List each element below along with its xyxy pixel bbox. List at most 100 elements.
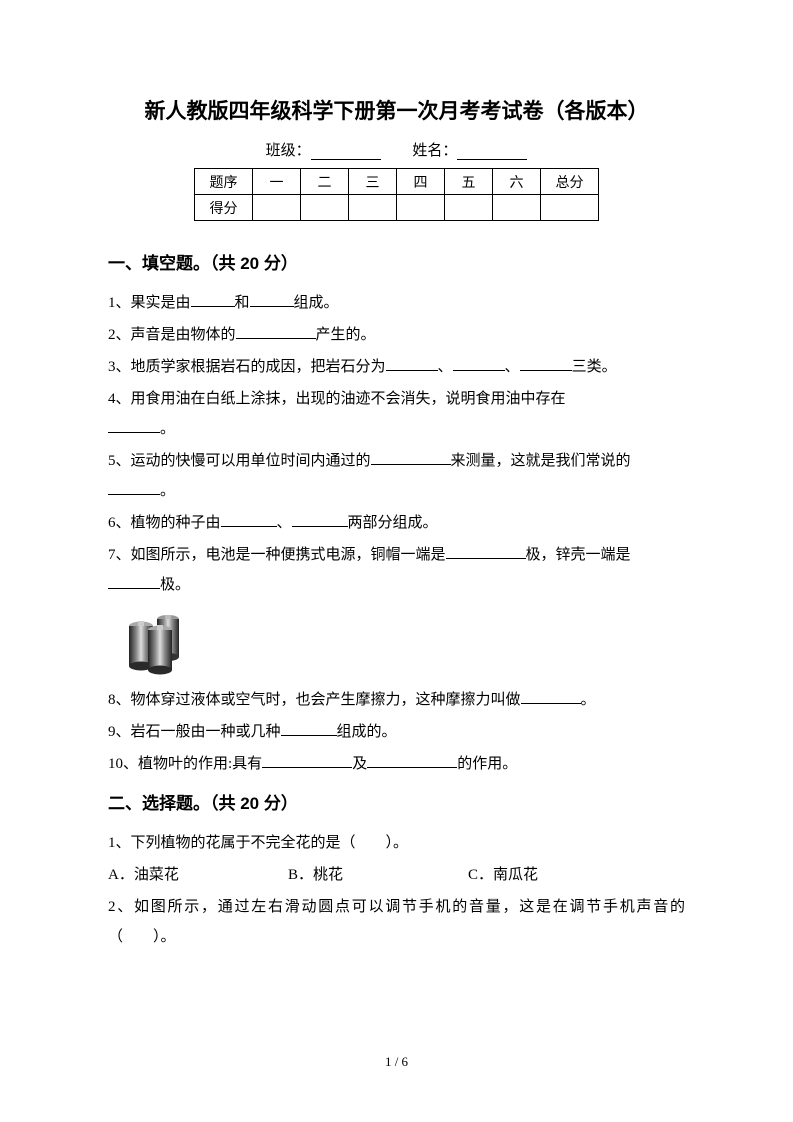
q-num: 3、 <box>108 359 131 375</box>
cell: 六 <box>493 169 541 195</box>
fill-blank[interactable] <box>281 722 337 736</box>
score-cell[interactable] <box>349 195 397 221</box>
cell-label: 得分 <box>195 195 253 221</box>
q-text: 极，锌壳一端是 <box>526 547 631 563</box>
score-cell[interactable] <box>541 195 599 221</box>
q1-5: 5、运动的快慢可以用单位时间内通过的 来测量，这就是我们常说的。 <box>108 446 685 506</box>
fill-blank[interactable] <box>221 513 277 527</box>
q-text: 物体穿过液体或空气时，也会产生摩擦力，这种摩擦力叫做 <box>131 692 521 708</box>
table-row: 得分 <box>195 195 599 221</box>
score-cell[interactable] <box>445 195 493 221</box>
q-text: 下列植物的花属于不完全花的是（ ）。 <box>131 835 409 851</box>
fill-blank[interactable] <box>292 513 348 527</box>
q-text: 极。 <box>160 577 190 593</box>
fill-blank[interactable] <box>453 357 505 371</box>
score-table: 题序 一 二 三 四 五 六 总分 得分 <box>194 168 599 221</box>
q1-8: 8、物体穿过液体或空气时，也会产生摩擦力，这种摩擦力叫做 。 <box>108 685 685 715</box>
option-a[interactable]: A．油菜花 <box>108 860 288 890</box>
page-number: 1 / 6 <box>0 1054 793 1070</box>
q1-3: 3、地质学家根据岩石的成因，把岩石分为、、三类。 <box>108 352 685 382</box>
q-text: 及 <box>352 756 367 772</box>
q-text: 组成。 <box>294 295 339 311</box>
q-text: 如图所示，电池是一种便携式电源，铜帽一端是 <box>131 547 446 563</box>
q-text: 岩石一般由一种或几种 <box>131 724 281 740</box>
q-text: 植物的种子由 <box>131 515 221 531</box>
name-blank[interactable] <box>457 145 527 160</box>
q-num: 4、 <box>108 391 131 407</box>
option-b[interactable]: B．桃花 <box>288 860 468 890</box>
table-row: 题序 一 二 三 四 五 六 总分 <box>195 169 599 195</box>
q-text: 。 <box>581 692 596 708</box>
fill-blank[interactable] <box>250 293 294 307</box>
q-num: 10、 <box>108 756 138 772</box>
fill-blank[interactable] <box>108 419 160 433</box>
cell-label: 题序 <box>195 169 253 195</box>
score-cell[interactable] <box>493 195 541 221</box>
class-name-row: 班级： 姓名： <box>108 139 685 160</box>
q-text: 地质学家根据岩石的成因，把岩石分为 <box>131 359 386 375</box>
page-title: 新人教版四年级科学下册第一次月考考试卷（各版本） <box>108 95 685 125</box>
fill-blank[interactable] <box>108 481 160 495</box>
q-text: 组成的。 <box>337 724 397 740</box>
section-2-heading: 二、选择题。（共 20 分） <box>108 789 685 814</box>
q1-10: 10、植物叶的作用:具有 及 的作用。 <box>108 749 685 779</box>
q-num: 6、 <box>108 515 131 531</box>
name-label: 姓名： <box>412 143 457 159</box>
q-text: 的作用。 <box>457 756 517 772</box>
cell: 三 <box>349 169 397 195</box>
option-c[interactable]: C．南瓜花 <box>468 860 538 890</box>
q-text: 声音是由物体的 <box>131 327 236 343</box>
fill-blank[interactable] <box>520 357 572 371</box>
q1-6: 6、植物的种子由 、 两部分组成。 <box>108 508 685 538</box>
cell: 五 <box>445 169 493 195</box>
q-num: 1、 <box>108 835 131 851</box>
q-text: 两部分组成。 <box>348 515 438 531</box>
q-num: 2、 <box>108 327 131 343</box>
class-blank[interactable] <box>311 145 381 160</box>
q-num: 8、 <box>108 692 131 708</box>
q-text: 果实是由 <box>131 295 191 311</box>
q-text: 植物叶的作用:具有 <box>138 756 262 772</box>
q2-1-options: A．油菜花 B．桃花 C．南瓜花 <box>108 860 685 890</box>
fill-blank[interactable] <box>386 357 438 371</box>
fill-blank[interactable] <box>446 545 526 559</box>
score-cell[interactable] <box>397 195 445 221</box>
q-text: 和 <box>235 295 250 311</box>
q1-4: 4、用食用油在白纸上涂抹，出现的油迹不会消失，说明食用油中存在。 <box>108 384 685 444</box>
q-text: 、 <box>505 359 520 375</box>
fill-blank[interactable] <box>236 325 316 339</box>
q-text: 。 <box>160 483 175 499</box>
q2-1: 1、下列植物的花属于不完全花的是（ ）。 <box>108 828 685 858</box>
score-cell[interactable] <box>301 195 349 221</box>
q-text: 用食用油在白纸上涂抹，出现的油迹不会消失，说明食用油中存在 <box>131 391 566 407</box>
q1-2: 2、声音是由物体的 产生的。 <box>108 320 685 350</box>
q-text: 、 <box>277 515 292 531</box>
battery-image <box>108 606 208 676</box>
q2-2: 2、如图所示，通过左右滑动圆点可以调节手机的音量，这是在调节手机声音的（ ）。 <box>108 892 685 952</box>
class-label: 班级： <box>266 143 311 159</box>
q-text: 如图所示，通过左右滑动圆点可以调节手机的音量，这是在调节手机声音的（ ）。 <box>108 899 685 945</box>
q-text: 来测量，这就是我们常说的 <box>451 453 631 469</box>
q-text: 。 <box>160 421 175 437</box>
q-num: 5、 <box>108 453 131 469</box>
fill-blank[interactable] <box>371 451 451 465</box>
score-cell[interactable] <box>253 195 301 221</box>
q-num: 9、 <box>108 724 131 740</box>
q-num: 1、 <box>108 295 131 311</box>
cell-total: 总分 <box>541 169 599 195</box>
fill-blank[interactable] <box>191 293 235 307</box>
q-text: 产生的。 <box>316 327 376 343</box>
q-text: 运动的快慢可以用单位时间内通过的 <box>131 453 371 469</box>
fill-blank[interactable] <box>367 754 457 768</box>
section-1-heading: 一、填空题。（共 20 分） <box>108 249 685 274</box>
fill-blank[interactable] <box>521 690 581 704</box>
fill-blank[interactable] <box>108 575 160 589</box>
fill-blank[interactable] <box>262 754 352 768</box>
q-text: 三类。 <box>572 359 617 375</box>
cell: 二 <box>301 169 349 195</box>
cell: 一 <box>253 169 301 195</box>
q-num: 7、 <box>108 547 131 563</box>
q1-7: 7、如图所示，电池是一种便携式电源，铜帽一端是 极，锌壳一端是极。 <box>108 540 685 600</box>
q1-1: 1、果实是由 和 组成。 <box>108 288 685 318</box>
q1-9: 9、岩石一般由一种或几种 组成的。 <box>108 717 685 747</box>
